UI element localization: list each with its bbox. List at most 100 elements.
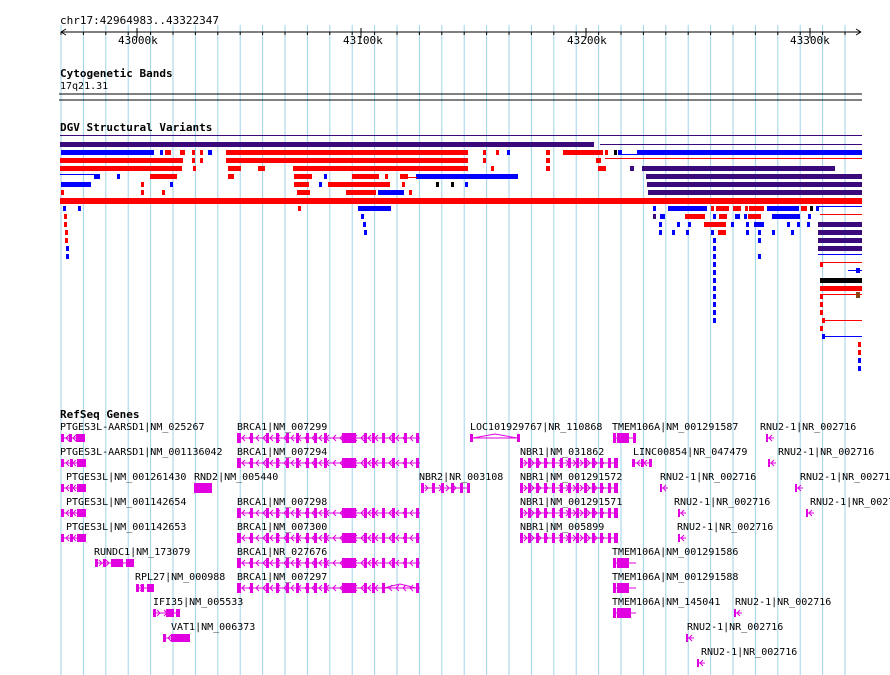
- cytoband-track[interactable]: [59, 93, 862, 101]
- dgv-variant-bar[interactable]: [660, 214, 665, 219]
- dgv-variant-bar[interactable]: [614, 150, 617, 155]
- dgv-variant-bar[interactable]: [748, 214, 761, 219]
- dgv-variant-bar[interactable]: [192, 158, 195, 163]
- dgv-variant-bar[interactable]: [546, 158, 550, 163]
- dgv-variant-bar[interactable]: [61, 190, 64, 195]
- gene-model[interactable]: [520, 458, 618, 468]
- gene-model[interactable]: [136, 584, 154, 592]
- gene-model[interactable]: [61, 534, 86, 542]
- dgv-variant-bar[interactable]: [385, 174, 388, 179]
- dgv-variant-bar[interactable]: [718, 230, 726, 235]
- dgv-variant-bar[interactable]: [856, 292, 860, 298]
- dgv-variant-bar[interactable]: [61, 182, 91, 187]
- dgv-variant-bar[interactable]: [731, 222, 734, 227]
- dgv-variants-track[interactable]: [60, 135, 862, 371]
- dgv-variant-bar[interactable]: [653, 206, 656, 211]
- dgv-variant-bar[interactable]: [150, 174, 177, 179]
- dgv-variant-bar[interactable]: [605, 150, 608, 155]
- dgv-variant-bar[interactable]: [801, 206, 807, 211]
- dgv-variant-bar[interactable]: [746, 230, 749, 235]
- dgv-variant-bar[interactable]: [711, 230, 714, 235]
- dgv-variant-bar[interactable]: [546, 150, 550, 155]
- dgv-variant-bar[interactable]: [117, 174, 120, 179]
- gene-model[interactable]: [613, 433, 636, 443]
- dgv-variant-bar[interactable]: [745, 206, 748, 211]
- gene-label[interactable]: TMEM106A|NM_145041: [612, 597, 721, 608]
- dgv-variant-bar[interactable]: [294, 182, 309, 187]
- dgv-variant-bar[interactable]: [787, 222, 790, 227]
- dgv-variant-bar[interactable]: [749, 206, 764, 211]
- dgv-variant-bar[interactable]: [711, 206, 714, 211]
- dgv-variant-bar[interactable]: [856, 268, 860, 273]
- gene-model[interactable]: [153, 609, 180, 617]
- dgv-variant-bar[interactable]: [858, 342, 861, 347]
- dgv-variant-bar[interactable]: [744, 214, 747, 219]
- dgv-variant-bar[interactable]: [713, 214, 716, 219]
- gene-label[interactable]: IFI35|NM_005533: [153, 597, 244, 608]
- gene-label[interactable]: RNU2-1|NR_002716: [701, 647, 798, 658]
- dgv-variant-bar[interactable]: [704, 222, 726, 227]
- dgv-variant-bar[interactable]: [563, 150, 603, 155]
- dgv-variant-bar[interactable]: [483, 158, 486, 163]
- dgv-variant-bar[interactable]: [546, 166, 550, 171]
- gene-label[interactable]: RPL27|NM_000988: [135, 572, 226, 583]
- gene-model[interactable]: [806, 509, 814, 517]
- dgv-variant-bar[interactable]: [653, 214, 656, 219]
- gene-model[interactable]: [163, 634, 190, 642]
- dgv-variant-bar[interactable]: [451, 182, 454, 187]
- gene-label[interactable]: TMEM106A|NM_001291587: [612, 422, 739, 433]
- dgv-variant-bar[interactable]: [810, 206, 813, 211]
- dgv-variant-bar[interactable]: [65, 230, 68, 235]
- dgv-variant-bar[interactable]: [324, 174, 327, 179]
- dgv-variant-bar[interactable]: [716, 206, 729, 211]
- dgv-variant-bar[interactable]: [598, 166, 606, 171]
- gene-label[interactable]: PTGES3L-AARSD1|NM_001136042: [60, 447, 223, 458]
- dgv-variant-bar[interactable]: [820, 326, 823, 331]
- dgv-variant-bar[interactable]: [496, 150, 499, 155]
- dgv-variant-bar[interactable]: [416, 174, 518, 179]
- gene-model[interactable]: [768, 459, 776, 467]
- gene-label[interactable]: NBR2|NR_003108: [419, 472, 504, 483]
- dgv-variant-bar[interactable]: [746, 222, 749, 227]
- gene-model[interactable]: [95, 559, 134, 567]
- gene-label[interactable]: NBR1|NM_001291571: [520, 497, 623, 508]
- dgv-variant-bar[interactable]: [758, 230, 761, 235]
- dgv-variant-bar[interactable]: [659, 222, 662, 227]
- dgv-variant-bar[interactable]: [822, 294, 862, 295]
- dgv-variant-bar[interactable]: [820, 294, 823, 299]
- gene-label[interactable]: RNU2-1|NR_002716: [660, 472, 757, 483]
- dgv-track-title[interactable]: DGV Structural Variants: [60, 121, 213, 134]
- gene-model[interactable]: [613, 558, 636, 568]
- gene-model[interactable]: [734, 609, 742, 617]
- cytoband-track-title[interactable]: Cytogenetic Bands: [60, 67, 173, 80]
- gene-model[interactable]: [766, 434, 774, 442]
- gene-label[interactable]: BRCA1|NM_007297: [237, 572, 328, 583]
- dgv-variant-bar[interactable]: [293, 166, 468, 171]
- dgv-variant-bar[interactable]: [772, 214, 800, 219]
- dgv-variant-bar[interactable]: [491, 166, 494, 171]
- dgv-variant-bar[interactable]: [208, 150, 212, 155]
- dgv-variant-bar[interactable]: [735, 214, 740, 219]
- dgv-variant-bar[interactable]: [407, 177, 417, 178]
- dgv-variant-bar[interactable]: [361, 214, 364, 219]
- gene-label[interactable]: BRCA1|NM_007298: [237, 497, 328, 508]
- dgv-variant-bar[interactable]: [605, 158, 862, 159]
- dgv-variant-bar[interactable]: [200, 150, 203, 155]
- dgv-variant-bar[interactable]: [63, 206, 66, 211]
- dgv-variant-bar[interactable]: [60, 158, 183, 163]
- gene-label[interactable]: TMEM106A|NM_001291586: [612, 547, 739, 558]
- dgv-variant-bar[interactable]: [65, 238, 68, 243]
- dgv-variant-bar[interactable]: [820, 262, 823, 267]
- dgv-variant-bar[interactable]: [358, 206, 391, 211]
- dgv-variant-bar[interactable]: [160, 150, 163, 155]
- dgv-variant-bar[interactable]: [162, 190, 165, 195]
- dgv-variant-bar[interactable]: [465, 182, 468, 187]
- dgv-variant-bar[interactable]: [60, 174, 100, 175]
- gene-label[interactable]: RNU2-1|NR_002716: [687, 622, 784, 633]
- dgv-variant-bar[interactable]: [228, 174, 234, 179]
- dgv-variant-bar[interactable]: [60, 166, 182, 171]
- gene-label[interactable]: VAT1|NM_006373: [171, 622, 256, 633]
- dgv-variant-bar[interactable]: [226, 150, 468, 155]
- dgv-variant-bar[interactable]: [767, 206, 799, 211]
